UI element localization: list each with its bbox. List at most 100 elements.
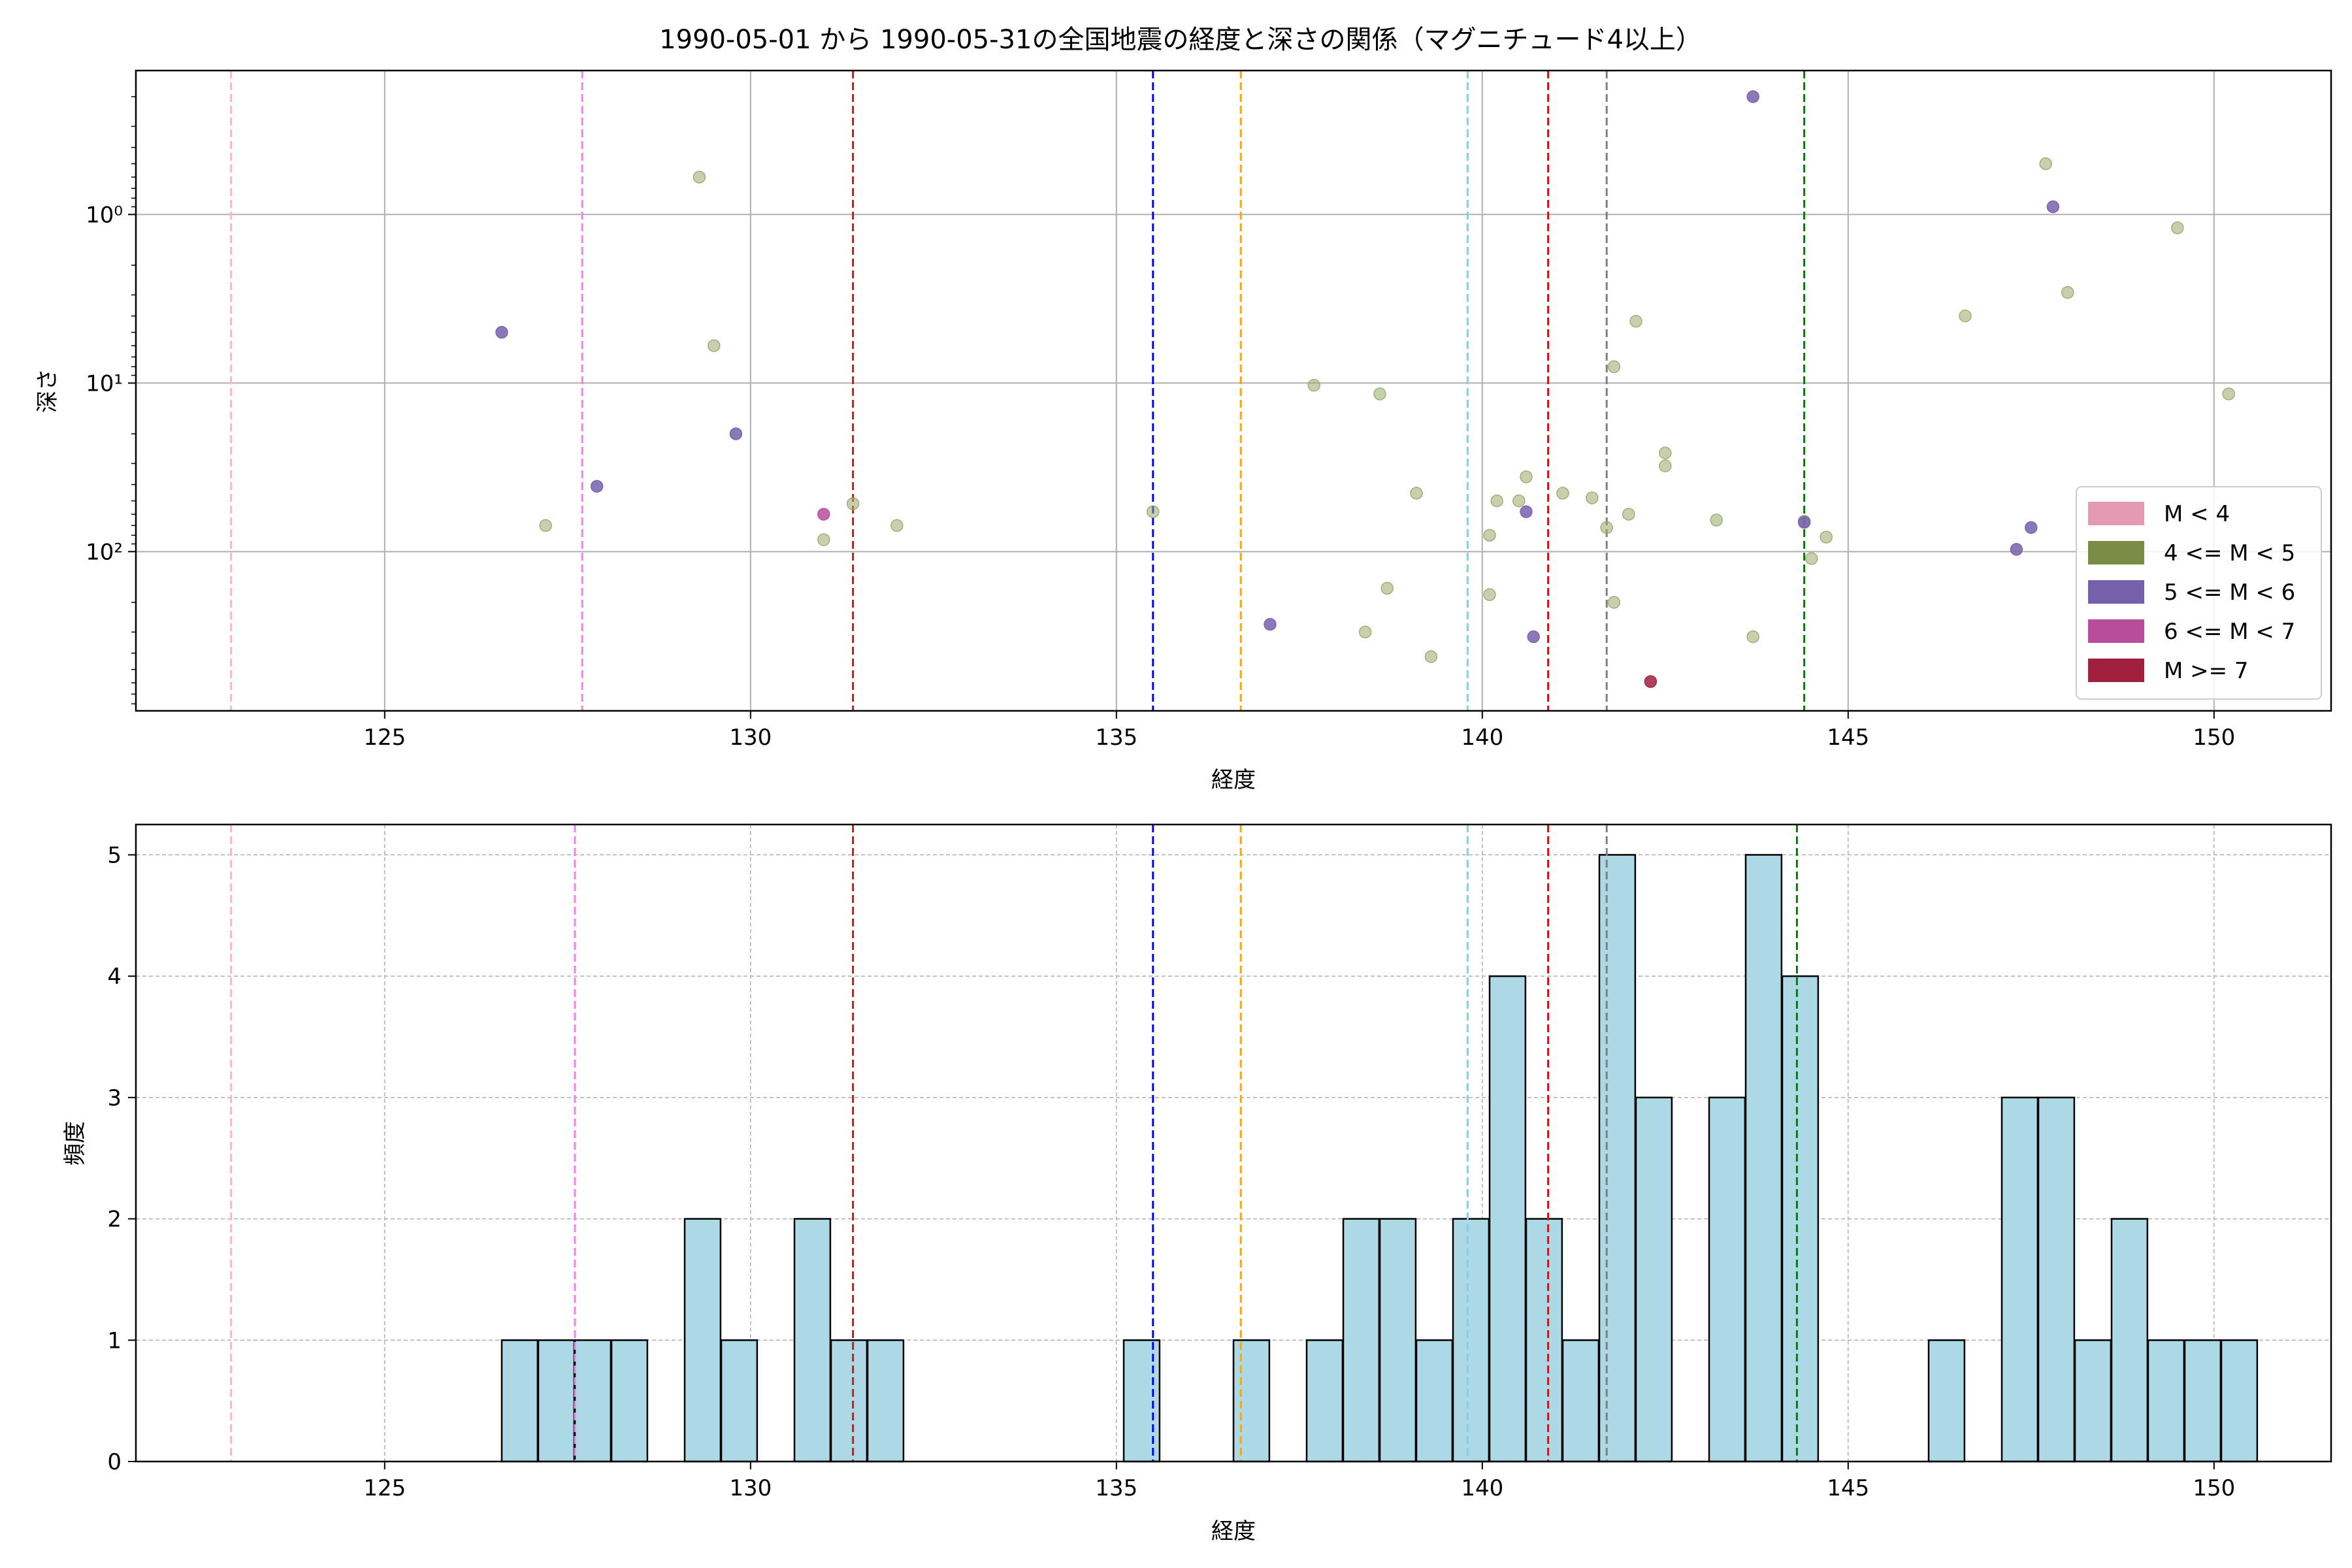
legend-swatch [2088,502,2144,525]
histogram-y-tick-label: 4 [107,964,122,990]
histogram-bar [1781,975,1820,1463]
histogram-bar [1452,1218,1490,1463]
histogram-x-axis-label: 経度 [1211,1518,1256,1544]
histogram-x-tick-label: 130 [729,1475,772,1501]
scatter-point [1520,470,1533,483]
scatter-point [1629,314,1642,328]
histogram-x-tick-label: 150 [2193,1475,2235,1501]
histogram-x-ticks: 125 130 135 140 145 150 [363,1462,2235,1501]
scatter-point [1512,494,1526,508]
histogram-y-axis-label: 頻度 [62,1121,88,1166]
scatter-y-tick-label: 10¹ [86,370,123,397]
histogram-y-tick-label: 0 [107,1449,122,1475]
histogram-y-tick-label: 2 [107,1207,122,1233]
scatter-point [539,519,552,532]
scatter-x-tick-label: 125 [363,725,406,751]
scatter-point [1556,487,1569,500]
histogram-bar [574,1339,612,1463]
histogram-y-tick-label: 3 [107,1085,122,1111]
scatter-point [2046,200,2060,214]
histogram-bar [1488,975,1527,1463]
scatter-point [495,325,508,339]
scatter-point [1264,617,1277,631]
scatter-point [1373,387,1386,400]
scatter-chart: 1990-05-01 から 1990-05-31の全国地震の経度と深さの関係（マ… [35,25,2332,793]
scatter-point [729,427,743,440]
scatter-x-tick-label: 150 [2193,725,2235,751]
scatter-point [1490,494,1503,508]
scatter-point [1483,588,1496,601]
scatter-point [1820,531,1833,544]
scatter-point [2039,157,2052,171]
scatter-point [1424,650,1438,663]
legend-label: 5 <= M < 6 [2164,580,2295,606]
scatter-point [1746,630,1759,644]
histogram-bar [683,1218,722,1463]
scatter-x-tick-label: 140 [1461,725,1503,751]
scatter-point [1644,675,1658,688]
histogram-bar [830,1339,868,1463]
histogram-bar [1379,1218,1417,1463]
histogram-bar [1708,1096,1746,1463]
histogram-bar [720,1339,759,1463]
scatter-point [1607,360,1621,374]
histogram-reference-lines [230,825,1798,1462]
scatter-point [1959,309,1972,323]
histogram-bar [537,1339,576,1463]
legend-swatch [2088,619,2144,643]
legend-box [2076,486,2322,700]
scatter-y-tick-label: 10² [86,539,123,565]
legend-swatch [2088,580,2144,604]
scatter-x-tick-label: 130 [729,725,772,751]
histogram-bar [2147,1339,2185,1463]
scatter-y-tick-label: 10⁰ [86,202,123,228]
histogram-bar [1232,1339,1271,1463]
histogram-chart: 125 130 135 140 145 150 0 1 2 3 4 5 経度 頻度 [62,823,2332,1544]
scatter-plot-frame [135,69,2332,712]
legend-label: 4 <= M < 5 [2164,540,2295,566]
histogram-y-tick-label: 5 [107,842,122,868]
histogram-bar [2074,1339,2112,1463]
histogram-y-tick-label: 1 [107,1328,122,1354]
histogram-bar [1415,1339,1454,1463]
legend-items: M < 4 4 <= M < 5 5 <= M < 6 6 <= M < 7 M >= … [2088,501,2295,684]
scatter-x-axis-label: 経度 [1211,767,1256,793]
histogram-bar [1561,1339,1600,1463]
histogram-bar [2001,1096,2039,1463]
scatter-point [1710,514,1723,527]
scatter-x-tick-label: 145 [1827,725,1869,751]
scatter-point [1520,505,1533,519]
histogram-plot-frame [135,823,2332,1463]
histogram-bar [1744,854,1783,1463]
legend-label: M < 4 [2164,501,2230,527]
scatter-point [708,339,721,352]
scatter-points [495,90,2235,688]
scatter-point [1307,378,1320,392]
scatter-point [1805,552,1818,565]
scatter-y-axis-label: 深さ [35,368,61,413]
histogram-bar [866,1339,905,1463]
scatter-point [817,533,830,546]
histogram-bar [1927,1339,1966,1463]
scatter-y-ticks: 10⁰ 10¹ 10² [86,96,136,705]
histogram-bar [2220,1339,2259,1463]
scatter-point [1483,529,1496,542]
scatter-point [846,497,860,510]
scatter-point [2025,521,2038,534]
scatter-point [1586,491,1599,504]
scatter-point [1622,508,1635,521]
scatter-point [1410,487,1423,500]
scatter-point [817,508,830,521]
histogram-bar [793,1218,832,1463]
scatter-point [1659,446,1672,460]
scatter-point [1380,581,1394,595]
legend-label: M >= 7 [2164,658,2249,684]
histogram-bar [2037,1096,2076,1463]
scatter-point [890,519,904,532]
histogram-bar [1525,1218,1563,1463]
scatter-point [2061,286,2074,299]
scatter-point [1527,630,1540,644]
histogram-bar [1122,1339,1161,1463]
scatter-point [1607,596,1621,609]
histogram-bar [2110,1218,2149,1463]
